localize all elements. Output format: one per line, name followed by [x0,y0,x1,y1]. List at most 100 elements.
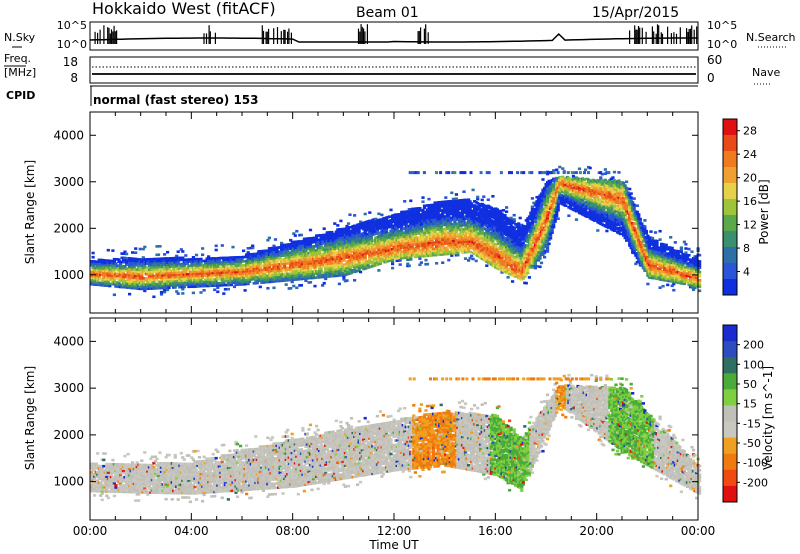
scatter-cell [403,252,407,255]
scatter-cell [199,266,203,269]
scatter-cell [400,229,404,233]
scatter-cell [196,274,200,278]
scatter-cell [249,253,253,256]
scatter-cell [222,258,226,262]
scatter-cell [222,269,226,272]
scatter-cell [149,257,153,261]
scatter-cell [371,227,375,230]
scatter-cell [339,261,343,265]
scatter-cell [96,283,100,287]
scatter-cell [508,226,512,230]
scatter-cell [512,213,516,217]
scatter-cell [108,265,112,269]
scatter-cell [339,219,343,223]
nsearch-tick-bottom: 10^0 [707,38,737,51]
scatter-cell [430,231,434,234]
scatter-cell [501,209,506,212]
scatter-cell [517,222,521,225]
scatter-cell [102,263,106,266]
scatter-cell [363,231,367,235]
scatter-cell [515,236,519,239]
scatter-cell [421,200,425,203]
nsky-line [89,32,698,43]
scatter-cell [292,232,296,235]
scatter-cell [454,203,458,207]
scatter-cell [179,279,183,283]
scatter-cell [427,231,431,234]
scatter-cell [391,220,395,224]
scatter-cell [398,221,402,224]
scatter-cell [184,271,188,274]
scatter-cell [369,223,373,226]
scatter-cell [175,290,179,293]
scatter-cell [529,238,533,242]
scatter-cell [237,264,241,267]
scatter-cell [422,244,427,247]
scatter-cell [295,286,299,290]
scatter-cell [346,239,351,242]
scatter-cell [357,260,361,264]
scatter-cell [222,267,226,270]
scatter-cell [121,271,126,274]
scatter-cell [491,241,495,244]
scatter-cell [433,230,437,234]
scatter-cell [512,228,516,232]
scatter-cell [406,216,410,220]
scatter-cell [266,287,270,290]
scatter-cell [432,214,436,217]
scatter-cell [359,270,363,274]
scatter-cell [389,223,393,226]
scatter-cell [184,283,188,287]
scatter-cell [222,271,226,274]
scatter-cell [305,245,309,249]
scatter-cell [214,244,218,248]
scatter-cell [152,280,156,284]
power-cells [90,165,702,299]
scatter-cell [482,195,486,198]
scatter-cell [415,219,419,223]
scatter-cell [521,231,525,234]
scatter-cell [289,238,293,242]
scatter-cell [176,292,180,295]
scatter-cell [286,249,290,253]
scatter-cell [166,288,170,292]
scatter-cell [383,221,387,224]
scatter-cell [508,270,512,273]
scatter-cell [495,208,499,211]
scatter-cell [310,249,314,253]
scatter-cell [243,270,247,273]
scatter-cell [222,263,226,266]
scatter-cell [308,268,313,272]
scatter-cell [416,211,420,214]
scatter-cell [368,261,372,265]
scatter-cell [255,281,259,285]
scatter-cell [295,261,299,264]
scatter-cell [505,260,509,264]
scatter-cell [207,263,211,267]
scatter-cell [242,260,246,263]
scatter-cell [123,265,127,268]
scatter-cell [353,268,357,272]
scatter-cell [497,261,501,264]
scatter-cell [462,219,466,223]
scatter-cell [444,229,448,233]
scatter-cell [158,268,162,271]
scatter-cell [293,234,297,237]
scatter-cell [524,260,528,264]
scatter-cell [425,218,430,222]
scatter-cell [194,278,199,282]
scatter-cell [424,227,428,230]
scatter-cell [403,200,407,203]
scatter-cell [299,252,303,256]
scatter-cell [199,268,203,271]
scatter-cell [404,222,408,226]
scatter-cell [114,262,118,265]
scatter-cell [273,271,278,275]
scatter-cell [346,222,351,225]
scatter-cell [403,248,407,251]
scatter-cell [454,197,458,200]
scatter-cell [240,281,244,284]
scatter-cell [105,267,109,271]
scatter-cell [526,257,530,260]
scatter-cell [360,245,364,248]
